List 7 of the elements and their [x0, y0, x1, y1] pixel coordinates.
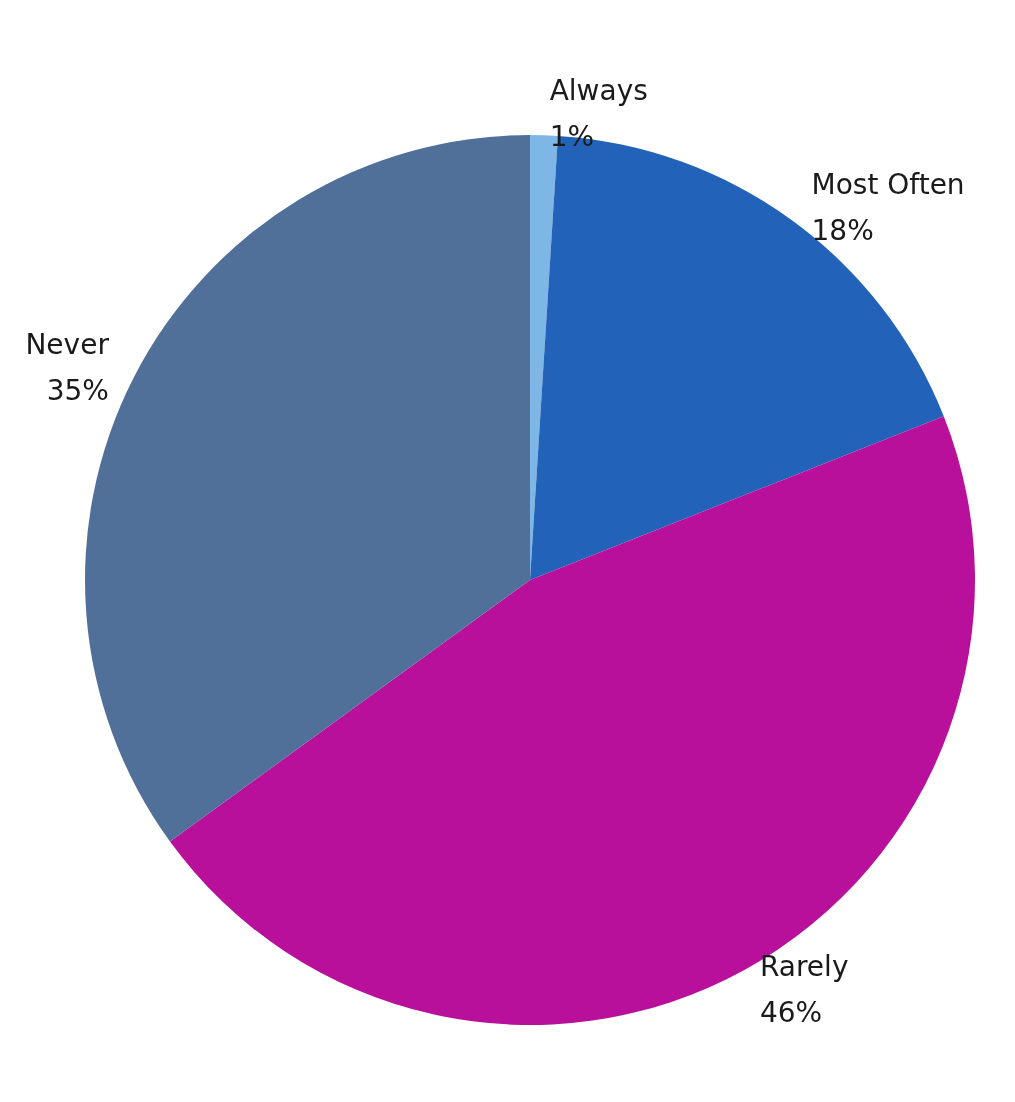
slice-label: Never	[25, 328, 110, 362]
slice-label: Most Often	[811, 167, 965, 201]
data-label: 18%	[811, 213, 874, 247]
slice-label: Always	[549, 73, 648, 107]
data-label: 46%	[759, 995, 823, 1029]
slice-label: Rarely	[759, 949, 849, 983]
data-label: 35%	[46, 374, 109, 408]
